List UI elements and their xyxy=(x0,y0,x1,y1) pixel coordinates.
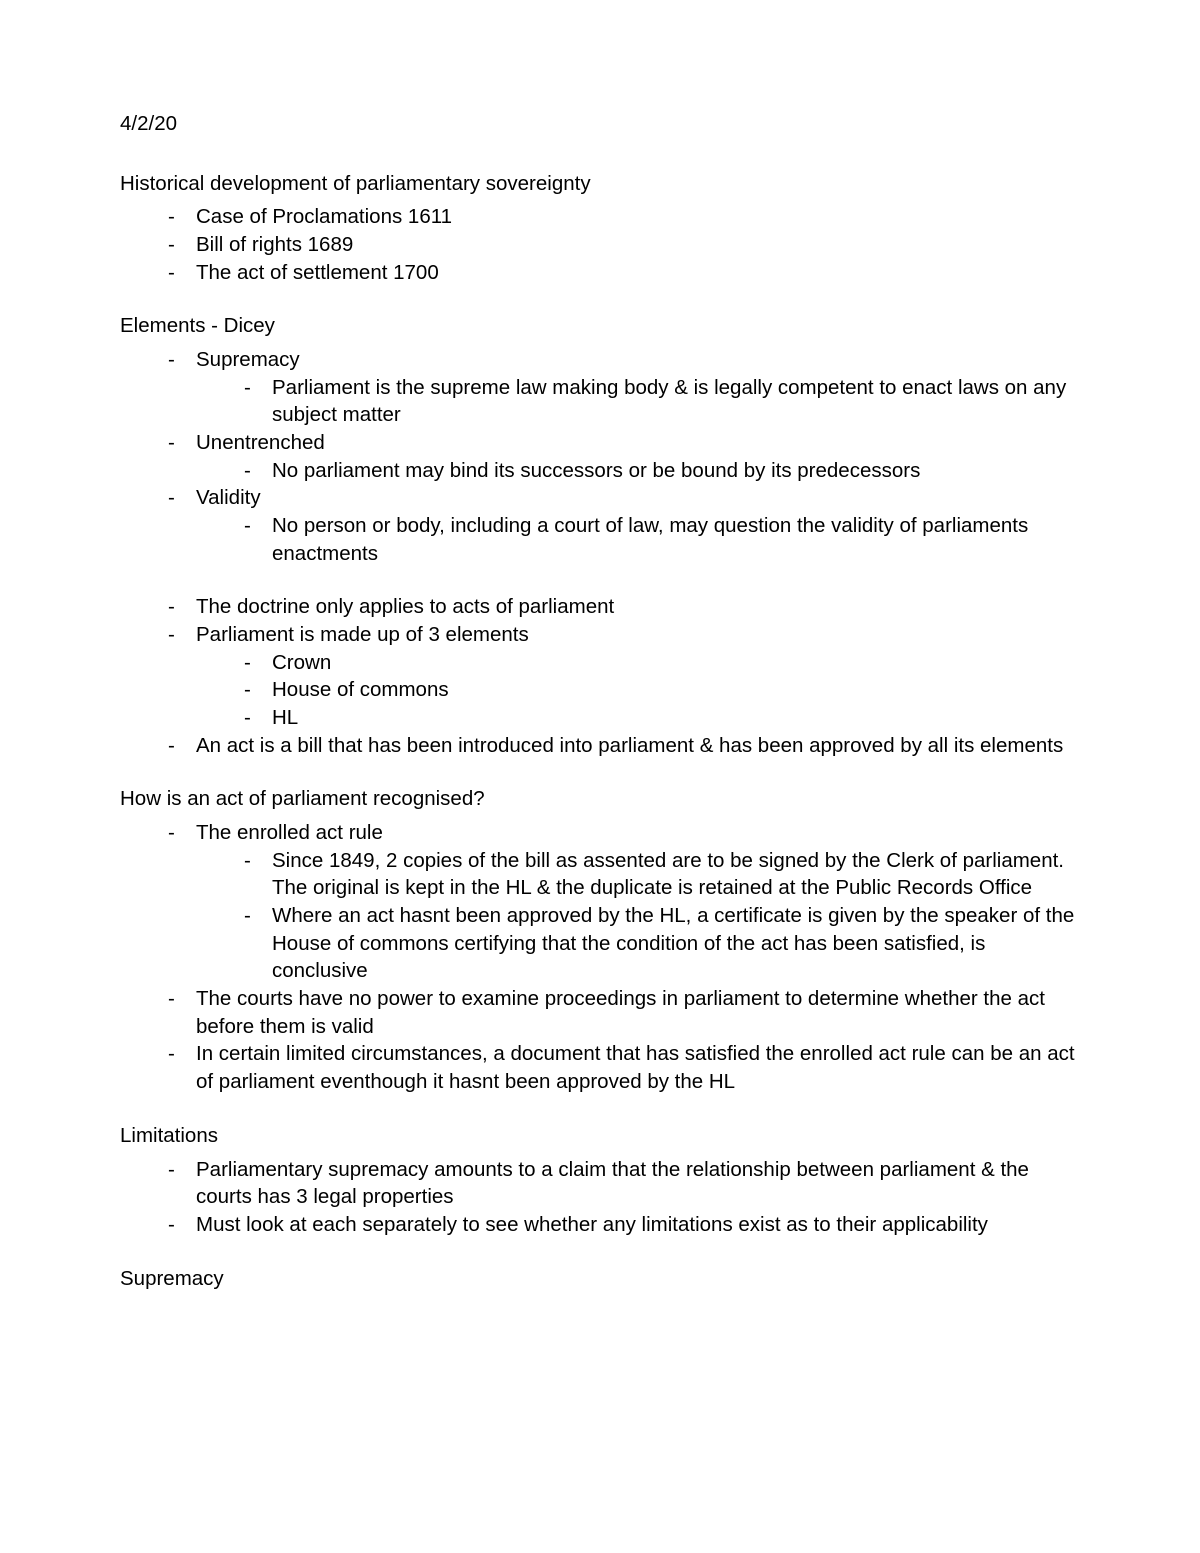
sub-list: No person or body, including a court of … xyxy=(196,512,1080,567)
sub-list: Parliament is the supreme law making bod… xyxy=(196,374,1080,429)
limitations-list: Parliamentary supremacy amounts to a cla… xyxy=(120,1156,1080,1239)
list-item: Validity No person or body, including a … xyxy=(168,484,1080,567)
list-item: Must look at each separately to see whet… xyxy=(168,1211,1080,1239)
sub-list: Crown House of commons HL xyxy=(196,649,1080,732)
list-item: Parliamentary supremacy amounts to a cla… xyxy=(168,1156,1080,1211)
list-item: No person or body, including a court of … xyxy=(244,512,1080,567)
list-item: The doctrine only applies to acts of par… xyxy=(168,593,1080,621)
list-item: Parliament is the supreme law making bod… xyxy=(244,374,1080,429)
item-label: Supremacy xyxy=(196,348,300,371)
recognised-list: The enrolled act rule Since 1849, 2 copi… xyxy=(120,819,1080,1096)
historical-list: Case of Proclamations 1611 Bill of right… xyxy=(120,203,1080,286)
list-item: Supremacy Parliament is the supreme law … xyxy=(168,346,1080,429)
list-item: An act is a bill that has been introduce… xyxy=(168,732,1080,760)
list-item: HL xyxy=(244,704,1080,732)
list-item: The courts have no power to examine proc… xyxy=(168,985,1080,1040)
sub-list: Since 1849, 2 copies of the bill as asse… xyxy=(196,847,1080,985)
list-item: The enrolled act rule Since 1849, 2 copi… xyxy=(168,819,1080,985)
item-label: The enrolled act rule xyxy=(196,821,383,844)
list-item: Unentrenched No parliament may bind its … xyxy=(168,429,1080,484)
elements-list: Supremacy Parliament is the supreme law … xyxy=(120,346,1080,567)
section-title-elements: Elements - Dicey xyxy=(120,312,1080,340)
list-item: Bill of rights 1689 xyxy=(168,231,1080,259)
section-title-historical: Historical development of parliamentary … xyxy=(120,170,1080,198)
section-title-limitations: Limitations xyxy=(120,1122,1080,1150)
list-item: Parliament is made up of 3 elements Crow… xyxy=(168,621,1080,732)
list-item: Case of Proclamations 1611 xyxy=(168,203,1080,231)
list-item: Since 1849, 2 copies of the bill as asse… xyxy=(244,847,1080,902)
list-item: Crown xyxy=(244,649,1080,677)
list-item: Where an act hasnt been approved by the … xyxy=(244,902,1080,985)
item-label: Validity xyxy=(196,486,261,509)
list-item: The act of settlement 1700 xyxy=(168,259,1080,287)
document-date: 4/2/20 xyxy=(120,110,1080,138)
section-title-recognised: How is an act of parliament recognised? xyxy=(120,785,1080,813)
item-label: Unentrenched xyxy=(196,431,325,454)
elements-list-continued: The doctrine only applies to acts of par… xyxy=(120,593,1080,759)
document-page: 4/2/20 Historical development of parliam… xyxy=(0,0,1200,1553)
list-item: House of commons xyxy=(244,676,1080,704)
sub-list: No parliament may bind its successors or… xyxy=(196,457,1080,485)
list-item: No parliament may bind its successors or… xyxy=(244,457,1080,485)
list-item: In certain limited circumstances, a docu… xyxy=(168,1040,1080,1095)
item-label: Parliament is made up of 3 elements xyxy=(196,623,529,646)
section-title-supremacy: Supremacy xyxy=(120,1265,1080,1293)
